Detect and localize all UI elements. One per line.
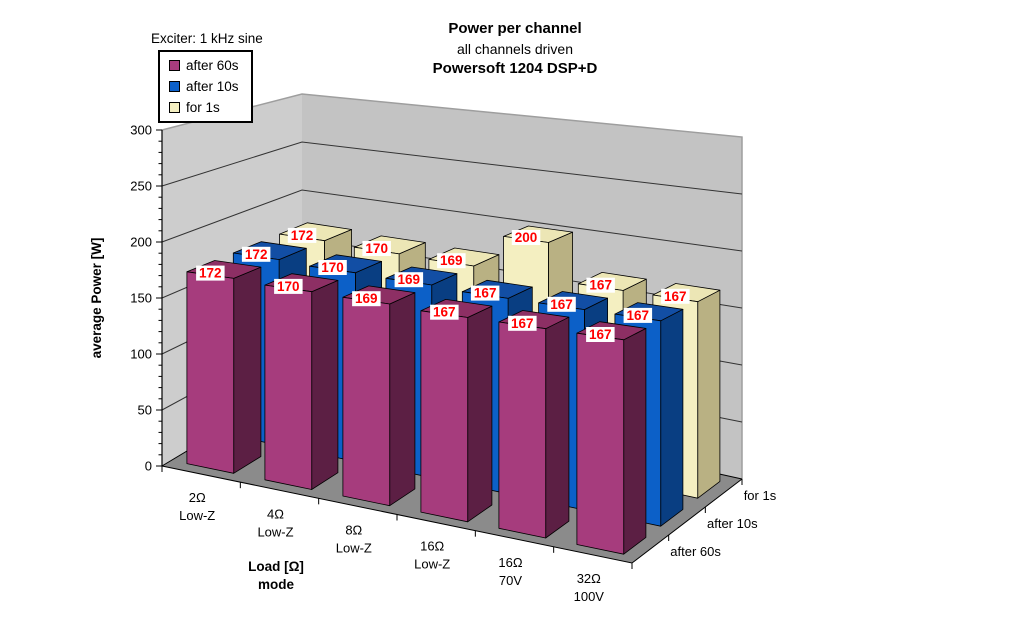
data-label-bg <box>241 246 271 262</box>
legend-item-after-60s: after 60s <box>169 55 239 76</box>
bar-front-face <box>342 296 391 507</box>
data-label: 200 <box>515 230 538 245</box>
chart-device-title: Powersoft 1204 DSP+D <box>432 60 598 77</box>
category-label-4-low-z: 4Ω Low-Z <box>257 506 293 539</box>
bar-after-60s-2-low-z <box>186 260 262 474</box>
bar-front-face <box>498 321 547 539</box>
series-axis-label-for-1s: for 1s <box>744 488 777 503</box>
data-label-bg <box>437 253 466 269</box>
bar-after-60s-16-70v <box>498 310 570 539</box>
y-tick-label: 50 <box>138 403 152 418</box>
bar-front-face <box>576 332 625 555</box>
data-label: 172 <box>199 266 222 281</box>
data-label: 167 <box>474 286 497 301</box>
bar-after-60s-16-low-z <box>420 298 493 523</box>
data-label-bg <box>586 277 615 293</box>
legend-swatch-after-10s <box>169 81 180 92</box>
bar-after-60s-8-low-z <box>342 285 416 507</box>
data-label-bg <box>508 315 537 331</box>
bar-after-60s-32-100v <box>576 321 647 555</box>
exciter-annotation: Exciter: 1 kHz sine <box>151 31 263 46</box>
bar-front-face <box>186 271 235 474</box>
data-label-bg <box>196 265 225 281</box>
data-label-bg <box>274 278 303 294</box>
bar-side-face <box>660 308 684 527</box>
data-label: 167 <box>627 308 650 323</box>
data-label: 167 <box>664 289 687 304</box>
data-label-bg <box>287 227 317 243</box>
data-label: 167 <box>550 297 573 312</box>
bar-side-face <box>311 279 339 490</box>
bar-side-face <box>233 266 262 474</box>
chart-subtitle: all channels driven <box>457 41 573 57</box>
data-label-bg <box>547 296 576 312</box>
category-label-16-70v: 16Ω 70V <box>498 555 522 588</box>
data-label-bg <box>586 327 615 342</box>
bar-side-face <box>467 305 493 523</box>
y-tick-label: 200 <box>130 235 152 250</box>
data-label: 170 <box>365 241 388 256</box>
y-tick-label: 250 <box>130 179 152 194</box>
y-tick-label: 300 <box>130 123 152 138</box>
data-label-bg <box>318 260 347 275</box>
data-label: 172 <box>291 228 314 243</box>
category-label-32-100v: 32Ω 100V <box>574 571 605 604</box>
legend-label: after 60s <box>186 58 239 73</box>
data-label: 169 <box>355 291 378 306</box>
data-label: 169 <box>398 272 421 287</box>
y-axis-title: average Power [W] <box>89 238 104 359</box>
data-label-bg <box>470 285 500 301</box>
legend: after 60s after 10s for 1s <box>158 50 253 123</box>
bar-after-60s-4-low-z <box>264 273 339 490</box>
chart-title-block: Power per channel all channels driven Po… <box>340 19 690 79</box>
data-label-bg <box>661 288 690 304</box>
category-labels: 2Ω Low-Z 4Ω Low-Z 8Ω Low-Z 16Ω Low-Z 16Ω 70V 32Ω 10… <box>179 490 604 604</box>
data-label: 167 <box>511 316 534 331</box>
bar-side-face <box>389 292 416 507</box>
legend-item-for-1s: for 1s <box>169 97 239 118</box>
category-label-8-low-z: 8Ω Low-Z <box>336 522 372 555</box>
legend-swatch-for-1s <box>169 102 180 113</box>
category-label-2-low-z: 2Ω Low-Z <box>179 490 215 523</box>
gridline-250 <box>161 141 743 195</box>
data-label-bg <box>430 304 459 320</box>
series-axis-label-after-60s: after 60s <box>670 544 721 559</box>
data-label-bg <box>394 272 424 288</box>
bar-front-face <box>420 310 469 523</box>
legend-swatch-after-60s <box>169 60 180 71</box>
data-label: 172 <box>245 247 268 262</box>
data-label: 167 <box>589 327 612 342</box>
data-label: 169 <box>440 253 463 268</box>
y-tick-label: 100 <box>130 347 152 362</box>
x-axis-title-line-1: Load [Ω] <box>248 559 304 574</box>
data-label-bg <box>511 230 541 245</box>
series-axis-labels: after 60s after 10s for 1s <box>670 488 776 559</box>
data-label-bg <box>623 307 653 323</box>
legend-item-after-10s: after 10s <box>169 76 239 97</box>
bar-side-face <box>623 327 647 555</box>
series-axis-label-after-10s: after 10s <box>707 516 758 531</box>
chart-title: Power per channel <box>448 20 582 37</box>
x-axis-title-line-2: mode <box>258 577 294 592</box>
legend-label: after 10s <box>186 79 239 94</box>
y-tick-label: 150 <box>130 291 152 306</box>
data-label-bg <box>362 241 391 256</box>
data-label-bg <box>352 291 381 307</box>
data-label: 170 <box>277 279 300 294</box>
category-label-16-low-z: 16Ω Low-Z <box>414 539 450 572</box>
bar-side-face <box>545 316 570 539</box>
bar-side-face <box>697 289 721 499</box>
axes: 0 50 100 150 200 250 300 <box>130 123 743 569</box>
legend-label: for 1s <box>186 100 220 115</box>
gridline-200 <box>161 189 743 252</box>
data-label: 170 <box>321 260 344 275</box>
data-label: 167 <box>433 305 456 320</box>
data-labels: 172 170 169 200 167 167 172 170 169 167 167 167 172 1… <box>196 227 690 342</box>
bar-front-face <box>264 284 313 490</box>
data-label: 167 <box>589 278 612 293</box>
y-tick-label: 0 <box>145 459 152 474</box>
